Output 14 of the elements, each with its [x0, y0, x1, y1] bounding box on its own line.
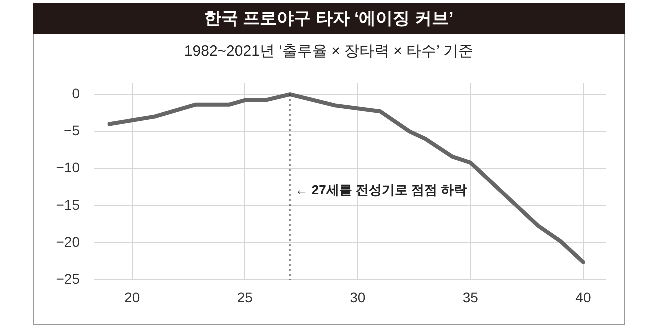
- chart-subtitle: 1982~2021년 ‘출루율 × 장타력 × 타수’ 기준: [183, 42, 475, 61]
- y-tick-label: −20: [56, 234, 80, 250]
- y-tick-label: −5: [64, 122, 80, 139]
- annotation: ← 27세를 전성기로 점점 하락: [295, 182, 468, 198]
- y-tick-label: 0: [72, 85, 80, 102]
- x-tick-label: 25: [237, 289, 254, 306]
- x-tick-label: 35: [462, 289, 479, 306]
- x-tick-label: 30: [350, 289, 366, 306]
- y-tick-label: −25: [56, 271, 80, 288]
- chart-title: 한국 프로야구 타자 ‘에이징 커브’: [33, 3, 625, 34]
- y-tick-label: −10: [56, 160, 80, 176]
- y-tick-label: −15: [56, 196, 80, 213]
- x-tick-label: 40: [576, 289, 592, 306]
- x-tick-label: 20: [124, 289, 140, 306]
